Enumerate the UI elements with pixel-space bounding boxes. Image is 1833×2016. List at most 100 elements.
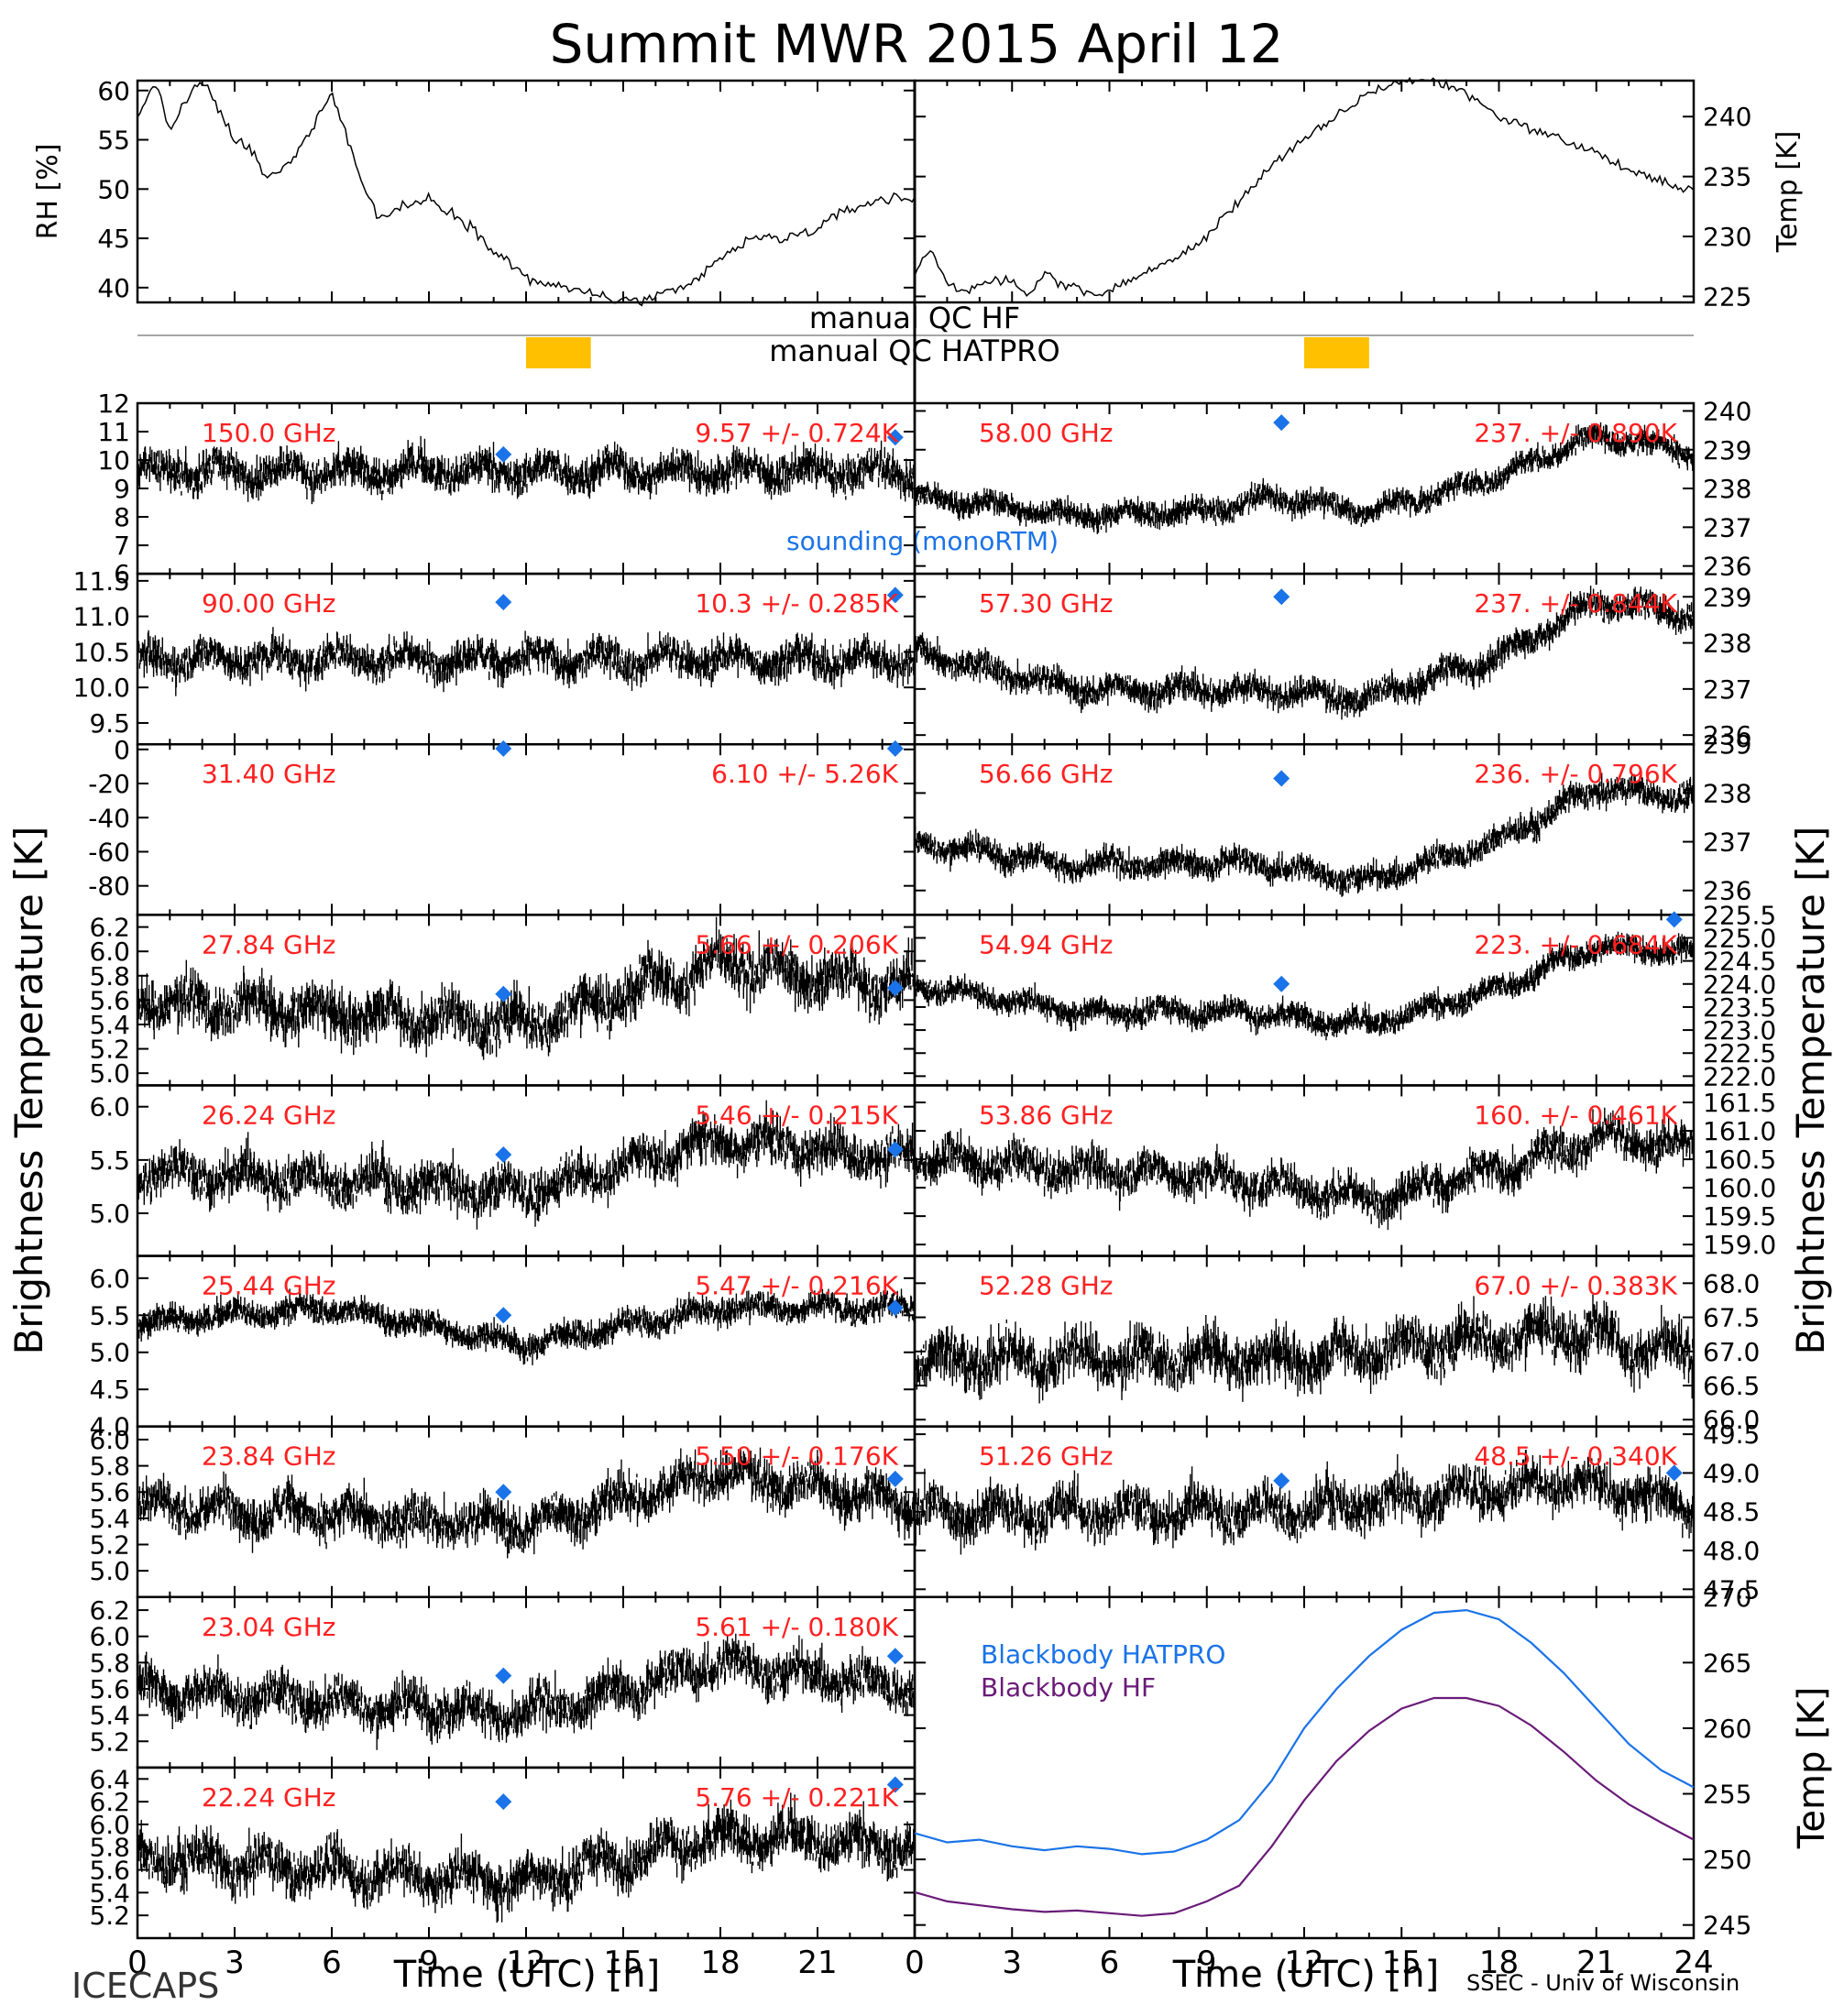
x-tick-label: 12 (506, 1945, 545, 1981)
channel-label: 25.44 GHz (202, 1271, 336, 1301)
qc-hatpro-flag (1304, 337, 1369, 368)
y-tick-label: 160.5 (1703, 1145, 1776, 1175)
y-tick-label: 5.0 (89, 1556, 130, 1586)
channel-data-marks (137, 1792, 915, 1923)
qc-hf-flag (526, 337, 591, 368)
y-tick-label: 160.0 (1703, 1173, 1776, 1203)
y-tick-label: 6.0 (89, 1810, 130, 1840)
channel-stat: 10.3 +/- 0.285K (695, 588, 898, 619)
sounding-point (495, 1146, 512, 1164)
y-tick-label: 6 (114, 559, 130, 589)
y-tick-label: 4.0 (89, 1412, 130, 1442)
x-tick-label: 24 (1674, 1945, 1713, 1981)
channel-stat: 237. +/- 0.844K (1474, 588, 1677, 619)
temp-panel-frame (913, 79, 1696, 304)
footer-ssec: SSEC - Univ of Wisconsin (1466, 1970, 1740, 1996)
y-tick-label: 161.0 (1703, 1116, 1776, 1146)
y-tick-label: 245 (1703, 1911, 1751, 1941)
sounding-point (886, 429, 904, 446)
channel-data-marks (137, 1633, 915, 1750)
channel-label: 90.00 GHz (202, 588, 336, 619)
channel-stat: 67.0 +/- 0.383K (1474, 1271, 1677, 1301)
y-tick-label: 5.8 (89, 1833, 130, 1863)
y-tick-label: 9.5 (89, 708, 130, 739)
channel-stat: 5.61 +/- 0.180K (695, 1612, 898, 1642)
y-tick-label: 45 (97, 224, 130, 254)
y-tick-label: 224.5 (1703, 947, 1776, 977)
channel-stat: 48.5 +/- 0.340K (1474, 1441, 1677, 1472)
channel-stat: 5.46 +/- 0.215K (695, 1100, 898, 1130)
y-tick-label: 5.4 (89, 1010, 130, 1040)
y-tick-label: 5.6 (89, 985, 130, 1015)
y-tick-label: -60 (88, 837, 130, 867)
y-tick-label: 48.5 (1703, 1497, 1760, 1528)
y-tick-label: 11 (97, 417, 130, 447)
y-tick-label: 49.0 (1703, 1458, 1760, 1488)
blackbody-legend-label: Blackbody HF (981, 1672, 1156, 1703)
y-tick-label: 10 (97, 445, 130, 476)
x-tick-label: 15 (603, 1945, 642, 1981)
y-tick-label: 230 (1703, 222, 1751, 252)
channel-panel: 5.25.45.65.86.06.2 23.04 GHz 5.61 +/- 0.18… (89, 1595, 916, 1769)
y-tick-label: 270 (1703, 1583, 1751, 1613)
y-tick-label: 239 (1703, 435, 1751, 466)
channel-stat: 9.57 +/- 0.724K (695, 418, 898, 448)
channel-label: 31.40 GHz (202, 759, 336, 789)
y-tick-label: 235 (1703, 162, 1751, 192)
rh-axis-label: RH [%] (32, 144, 64, 240)
sounding-point (886, 1648, 904, 1665)
y-tick-label: 5.0 (89, 1058, 130, 1089)
y-tick-label: 236 (1703, 876, 1751, 906)
y-tick-label: -80 (88, 871, 130, 902)
x-tick-label: 0 (905, 1945, 925, 1981)
y-tick-label: 222.5 (1703, 1038, 1776, 1068)
y-tick-label: 159.0 (1703, 1230, 1776, 1260)
rh-panel-frame (136, 79, 916, 304)
y-tick-label: 5.4 (89, 1701, 130, 1731)
y-tick-label: 159.5 (1703, 1201, 1776, 1232)
sounding-point (1665, 911, 1683, 928)
y-tick-label: 5.4 (89, 1878, 130, 1908)
channel-stat: 160. +/- 0.461K (1474, 1100, 1677, 1130)
sounding-point (1665, 1464, 1683, 1482)
y-tick-label: 240 (1703, 102, 1751, 132)
y-tick-label: 237 (1703, 827, 1751, 858)
y-tick-label: 225.0 (1703, 923, 1776, 953)
y-tick-label: 240 (1703, 396, 1751, 426)
y-tick-label: 6.0 (89, 1425, 130, 1455)
y-tick-label: 238 (1703, 474, 1751, 504)
y-tick-label: 5.5 (89, 1300, 130, 1331)
blackbody-legend-label: Blackbody HATPRO (981, 1639, 1225, 1670)
channel-stat: 236. +/- 0.796K (1474, 759, 1677, 789)
y-tick-label: 66.5 (1703, 1371, 1760, 1401)
y-tick-label: 5.6 (89, 1674, 130, 1704)
sounding-point (495, 1793, 512, 1811)
chart-title: Summit MWR 2015 April 12 (550, 13, 1284, 75)
y-tick-label: -40 (88, 803, 130, 833)
channel-panel: 66.0 66.5 67.0 67.5 68.0 52.28 GHz 67.0 +/- 0.… (913, 1255, 1760, 1435)
y-tick-label: 50 (97, 174, 130, 204)
channel-label: 22.24 GHz (202, 1782, 336, 1813)
y-tick-label: 6.0 (89, 1622, 130, 1652)
y-tick-label: 49.5 (1703, 1419, 1760, 1450)
y-tick-label: 8 (114, 502, 130, 532)
blackbody-panel: 245 250 255 260 265 270 Blackbody HATPROBlackb… (913, 1583, 1833, 1941)
y-tick-label: 5.2 (89, 1726, 130, 1757)
y-tick-label: 237 (1703, 674, 1751, 705)
y-tick-label: 0 (114, 735, 130, 765)
temp-line (914, 76, 1695, 297)
y-tick-label: 9 (114, 474, 130, 504)
sounding-point (495, 740, 512, 757)
y-tick-label: 236 (1703, 720, 1751, 751)
temp-axis-label: Temp [K] (1772, 131, 1804, 254)
channel-panel: 236 237 238 239 240 58.00 GHz 237. +/- 0.890K (913, 396, 1751, 582)
channel-label: 56.66 GHz (979, 759, 1114, 789)
channel-label: 57.30 GHz (979, 588, 1114, 619)
x-tick-label: 21 (1576, 1945, 1616, 1981)
y-tick-label: 236 (1703, 552, 1751, 582)
y-tick-label: 223.5 (1703, 992, 1776, 1023)
channel-data-marks (915, 422, 1694, 534)
channel-panel: 47.5 48.0 48.5 49.0 49.5 51.26 GHz 48.5 +/- 0.… (913, 1419, 1760, 1605)
